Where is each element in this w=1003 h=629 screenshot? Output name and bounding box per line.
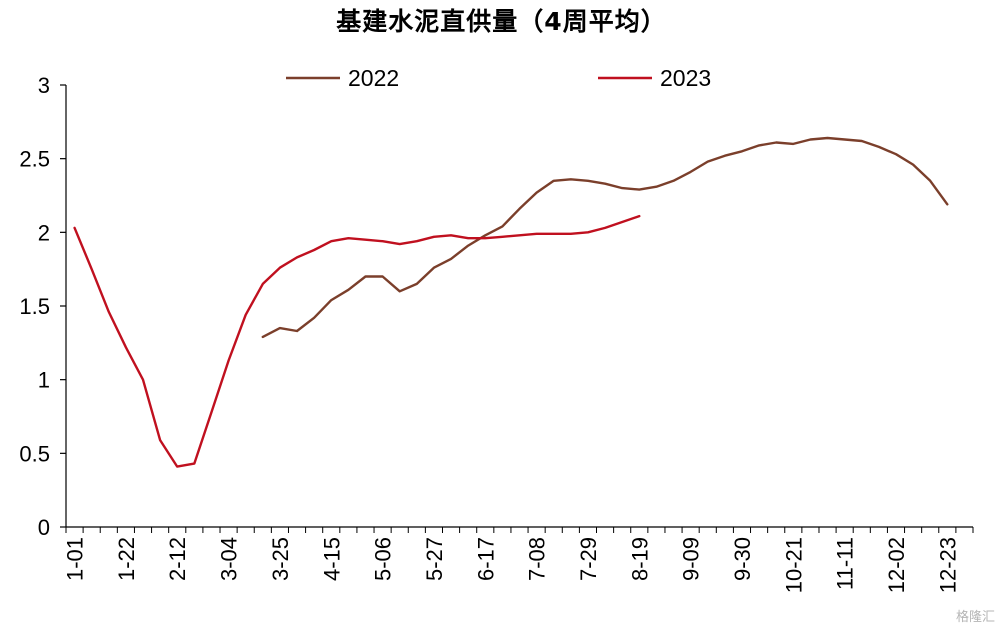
legend: 2022 2023 [286, 65, 711, 91]
series-line-2023 [73, 214, 641, 468]
x-tick-label: 9-09 [679, 537, 704, 581]
y-tick-label: 1 [38, 368, 50, 393]
x-tick-label: 12-23 [935, 537, 960, 593]
y-tick-label: 2 [38, 220, 50, 245]
x-tick-label: 9-30 [730, 537, 755, 581]
x-tick-label: 7-08 [525, 537, 550, 581]
y-tick-label: 2.5 [19, 147, 50, 172]
chart-title: 基建水泥直供量（4周平均） [336, 7, 667, 36]
x-tick-label: 10-21 [781, 537, 806, 593]
x-tick-label: 2-12 [165, 537, 190, 581]
x-tick-label: 6-17 [473, 537, 498, 581]
y-tick-label: 0 [38, 515, 50, 540]
legend-label-2022: 2022 [348, 65, 399, 91]
x-tick-label: 3-25 [268, 537, 293, 581]
y-tick-labels: 0 0.5 1 1.5 2 2.5 3 [19, 73, 50, 540]
axes [60, 84, 974, 533]
x-tick-label: 5-06 [371, 537, 396, 581]
legend-label-2023: 2023 [660, 65, 711, 91]
x-tick-label: 12-02 [884, 537, 909, 593]
y-tick-label: 1.5 [19, 294, 50, 319]
x-tick-label: 7-29 [576, 537, 601, 581]
x-tick-label: 1-01 [63, 537, 88, 581]
series-lines [73, 136, 949, 468]
x-tick-label: 1-22 [114, 537, 139, 581]
x-tick-labels: 1-01 1-22 2-12 3-04 3-25 4-15 5-06 5-27 6-17 7-08… [63, 537, 961, 593]
x-tick-label: 4-15 [319, 537, 344, 581]
x-tick-label: 5-27 [422, 537, 447, 581]
series-line-2022 [261, 136, 949, 339]
x-tick-label: 11-11 [833, 537, 858, 590]
x-tick-label: 8-19 [627, 537, 652, 581]
x-tick-label: 3-04 [217, 537, 242, 581]
y-tick-label: 0.5 [19, 441, 50, 466]
y-tick-label: 3 [38, 73, 50, 98]
watermark-text: 格隆汇 [955, 610, 995, 625]
